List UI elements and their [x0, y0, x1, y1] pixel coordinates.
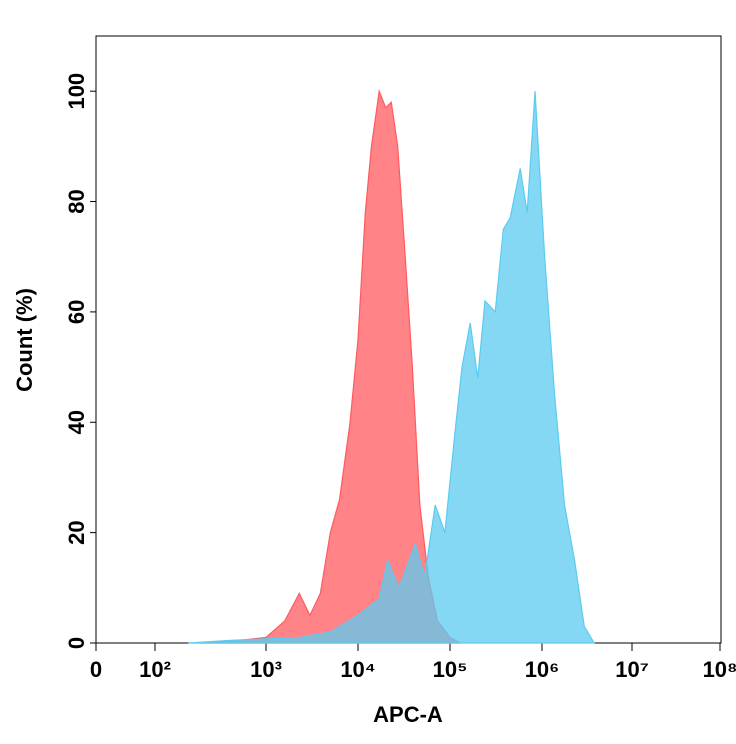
x-tick-label: 0: [90, 657, 102, 682]
x-tick-label: 10⁷: [615, 657, 649, 682]
y-tick-label: 60: [64, 300, 89, 324]
y-tick-label: 80: [64, 189, 89, 213]
y-tick-label: 20: [64, 520, 89, 544]
x-tick-label: 10⁶: [525, 657, 560, 682]
y-tick-label: 100: [64, 73, 89, 110]
x-tick-label: 10³: [250, 657, 282, 682]
x-axis-title: APC-A: [373, 702, 443, 727]
y-axis-title: Count (%): [12, 288, 37, 392]
y-tick-label: 0: [64, 637, 89, 649]
x-tick-label: 10²: [139, 657, 171, 682]
x-tick-label: 10⁸: [703, 657, 736, 682]
x-tick-label: 10⁵: [433, 657, 468, 682]
histogram-area: [188, 91, 596, 644]
x-tick-label: 10⁴: [340, 657, 375, 682]
y-tick-label: 40: [64, 410, 89, 434]
histogram-area: [201, 88, 461, 644]
